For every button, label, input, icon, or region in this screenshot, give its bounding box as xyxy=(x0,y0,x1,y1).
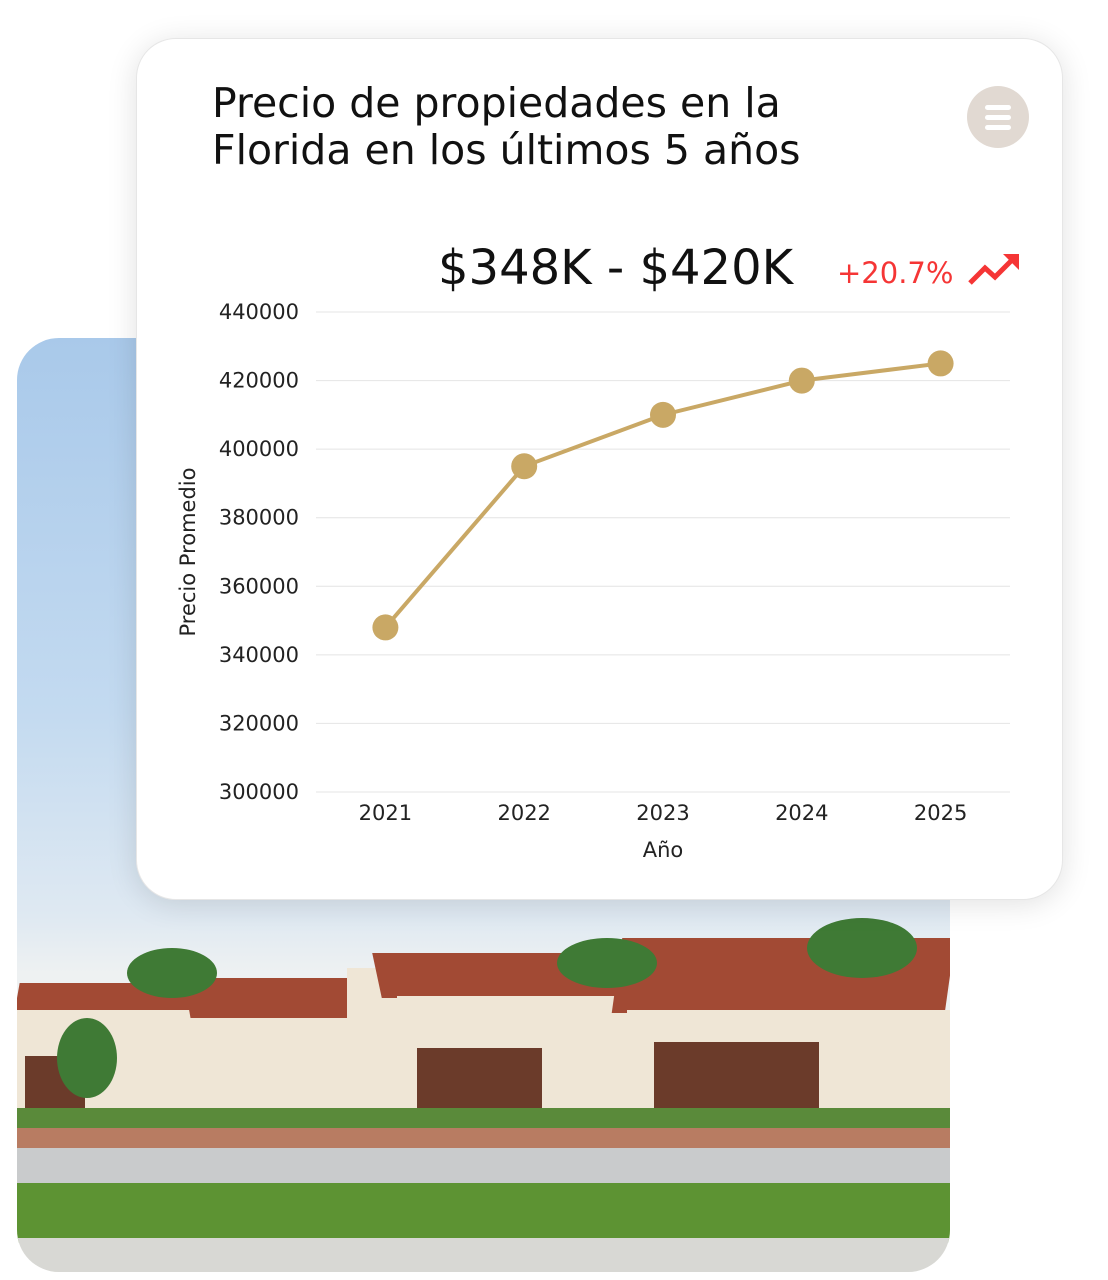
price-change: +20.7% xyxy=(837,253,1021,290)
x-tick-label: 2021 xyxy=(359,801,412,825)
x-tick-label: 2022 xyxy=(497,801,550,825)
y-tick-label: 440000 xyxy=(219,300,299,324)
data-point xyxy=(372,614,399,641)
data-point xyxy=(650,401,676,428)
y-tick-label: 320000 xyxy=(219,711,299,735)
x-axis-label: Año xyxy=(643,838,684,862)
y-tick-label: 400000 xyxy=(219,437,299,461)
hamburger-menu-icon[interactable] xyxy=(967,86,1029,148)
data-point xyxy=(927,350,954,377)
y-tick-label: 300000 xyxy=(219,780,299,804)
price-change-value: +20.7% xyxy=(837,256,954,290)
price-chart-card xyxy=(136,38,1063,900)
data-point xyxy=(511,453,538,480)
x-tick-label: 2025 xyxy=(914,801,967,825)
y-tick-label: 360000 xyxy=(219,574,299,598)
y-tick-label: 420000 xyxy=(219,369,299,393)
price-range: $348K - $420K xyxy=(438,240,794,296)
data-point xyxy=(788,367,815,394)
y-tick-label: 340000 xyxy=(219,643,299,667)
x-tick-label: 2024 xyxy=(775,801,828,825)
y-axis-label: Precio Promedio xyxy=(176,468,200,637)
y-tick-label: 380000 xyxy=(219,506,299,530)
chart-title: Precio de propiedades en la Florida en l… xyxy=(212,79,801,174)
x-tick-label: 2023 xyxy=(636,801,689,825)
trending-up-icon xyxy=(967,254,1019,285)
